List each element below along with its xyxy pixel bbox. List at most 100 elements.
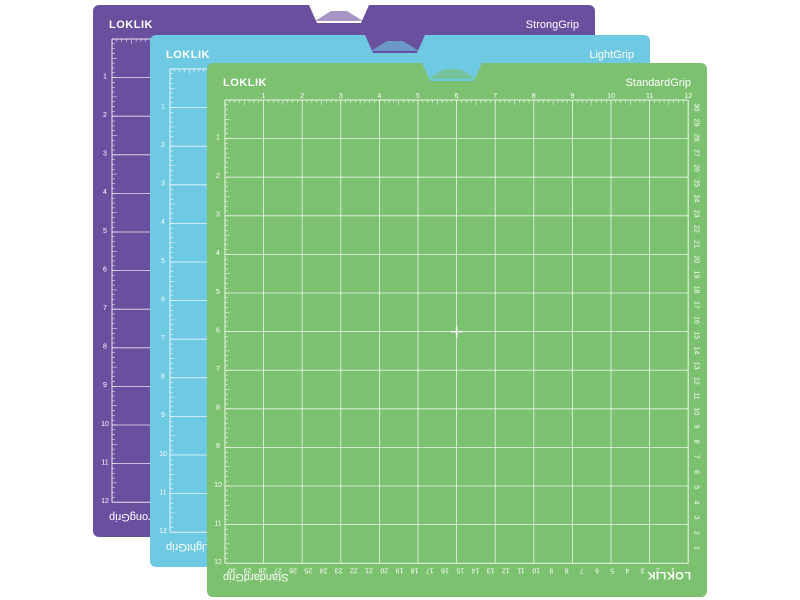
cm-number: 14 <box>692 347 699 355</box>
row-number: 5 <box>216 289 220 296</box>
cm-number: 15 <box>456 566 464 573</box>
cm-number: 14 <box>471 566 479 573</box>
cm-number: 16 <box>692 316 699 324</box>
cm-number: 27 <box>274 566 282 573</box>
row-number: 7 <box>216 366 220 373</box>
row-number: 2 <box>216 173 220 180</box>
column-number: 2 <box>300 93 304 100</box>
cm-number: 24 <box>692 195 699 203</box>
column-number: 9 <box>570 93 574 100</box>
row-number: 5 <box>103 228 107 235</box>
row-number: 4 <box>103 189 107 196</box>
cm-number: 24 <box>319 566 327 573</box>
cm-number: 27 <box>692 149 699 157</box>
cm-number: 7 <box>692 455 699 459</box>
cm-number: 6 <box>692 470 699 474</box>
row-number: 4 <box>161 219 165 226</box>
row-number: 12 <box>101 498 109 505</box>
row-number: 6 <box>103 266 107 273</box>
cm-number: 30 <box>228 566 236 573</box>
row-number: 11 <box>159 489 166 496</box>
cm-number: 3 <box>641 566 645 573</box>
row-number: 6 <box>216 327 220 334</box>
row-number: 2 <box>161 142 165 149</box>
cm-number: 29 <box>243 566 251 573</box>
cm-number: 25 <box>304 566 312 573</box>
row-number: 12 <box>159 528 167 535</box>
grip-label: LightGrip <box>589 49 634 61</box>
row-number: 10 <box>214 482 222 489</box>
cm-number: 1 <box>671 566 675 573</box>
grip-label-mirrored: StandardGrip <box>223 571 288 583</box>
cm-number: 23 <box>335 566 343 573</box>
cm-number: 23 <box>692 210 699 218</box>
cm-number: 4 <box>625 566 629 573</box>
row-number: 3 <box>161 181 165 188</box>
cm-number: 12 <box>692 377 699 385</box>
column-number: 11 <box>646 93 653 100</box>
row-number: 4 <box>216 250 220 257</box>
cm-number: 9 <box>692 424 699 428</box>
row-number: 1 <box>161 103 165 110</box>
cm-number: 22 <box>692 225 699 233</box>
row-number: 11 <box>214 520 221 527</box>
row-number: 9 <box>103 382 107 389</box>
cm-number: 17 <box>692 301 699 309</box>
cm-number: 2 <box>656 566 660 573</box>
row-number: 8 <box>103 344 107 351</box>
cm-number: 19 <box>692 271 699 279</box>
row-number: 8 <box>161 374 165 381</box>
cm-number: 9 <box>549 566 553 573</box>
row-number: 2 <box>103 112 107 119</box>
hang-tab <box>428 69 476 79</box>
row-number: 9 <box>161 412 165 419</box>
cm-number: 5 <box>610 566 614 573</box>
row-number: 7 <box>103 305 107 312</box>
cm-number: 13 <box>487 566 495 573</box>
cm-number: 4 <box>692 500 699 504</box>
grip-label: StandardGrip <box>626 77 691 89</box>
brand-logo: LOKLIK <box>166 49 210 61</box>
cm-number: 22 <box>350 566 358 573</box>
row-number: 7 <box>161 335 165 342</box>
hang-tab <box>315 11 363 21</box>
cm-number: 10 <box>532 566 540 573</box>
cm-number: 6 <box>595 566 599 573</box>
column-number: 8 <box>532 93 536 100</box>
row-number: 11 <box>101 459 108 466</box>
row-number: 10 <box>159 451 167 458</box>
cm-number: 21 <box>365 566 373 573</box>
column-number: 4 <box>377 93 381 100</box>
cm-number: 28 <box>259 566 267 573</box>
row-number: 1 <box>103 73 107 80</box>
row-number: 3 <box>103 151 107 158</box>
cm-number: 18 <box>692 286 699 294</box>
cm-number: 7 <box>580 566 584 573</box>
row-number: 9 <box>216 443 220 450</box>
cm-number: 11 <box>517 566 524 573</box>
cm-number: 5 <box>692 485 699 489</box>
cm-number: 11 <box>692 392 699 399</box>
brand-logo: LOKLIK <box>223 77 267 89</box>
column-number: 10 <box>607 93 615 100</box>
cm-number: 25 <box>692 179 699 187</box>
cm-number: 12 <box>502 566 510 573</box>
cm-number: 20 <box>380 566 388 573</box>
brand-logo: LOKLIK <box>109 19 153 31</box>
row-number: 8 <box>216 405 220 412</box>
cm-number: 10 <box>692 407 699 415</box>
column-number: 3 <box>339 93 343 100</box>
row-number: 5 <box>161 258 165 265</box>
cm-number: 26 <box>289 566 297 573</box>
cutting-mat: LOKLIK StandardGripStandardGrip1234567891… <box>207 63 707 597</box>
cm-number: 2 <box>692 531 699 535</box>
grip-label-mirrored: StrongGrip <box>109 511 162 523</box>
grip-label: StrongGrip <box>526 19 579 31</box>
hang-tab <box>371 41 419 51</box>
row-number: 6 <box>161 296 165 303</box>
row-number: 1 <box>216 134 220 141</box>
grip-label-mirrored: LightGrip <box>166 541 211 553</box>
row-number: 12 <box>214 559 222 566</box>
cm-number: 13 <box>692 362 699 370</box>
